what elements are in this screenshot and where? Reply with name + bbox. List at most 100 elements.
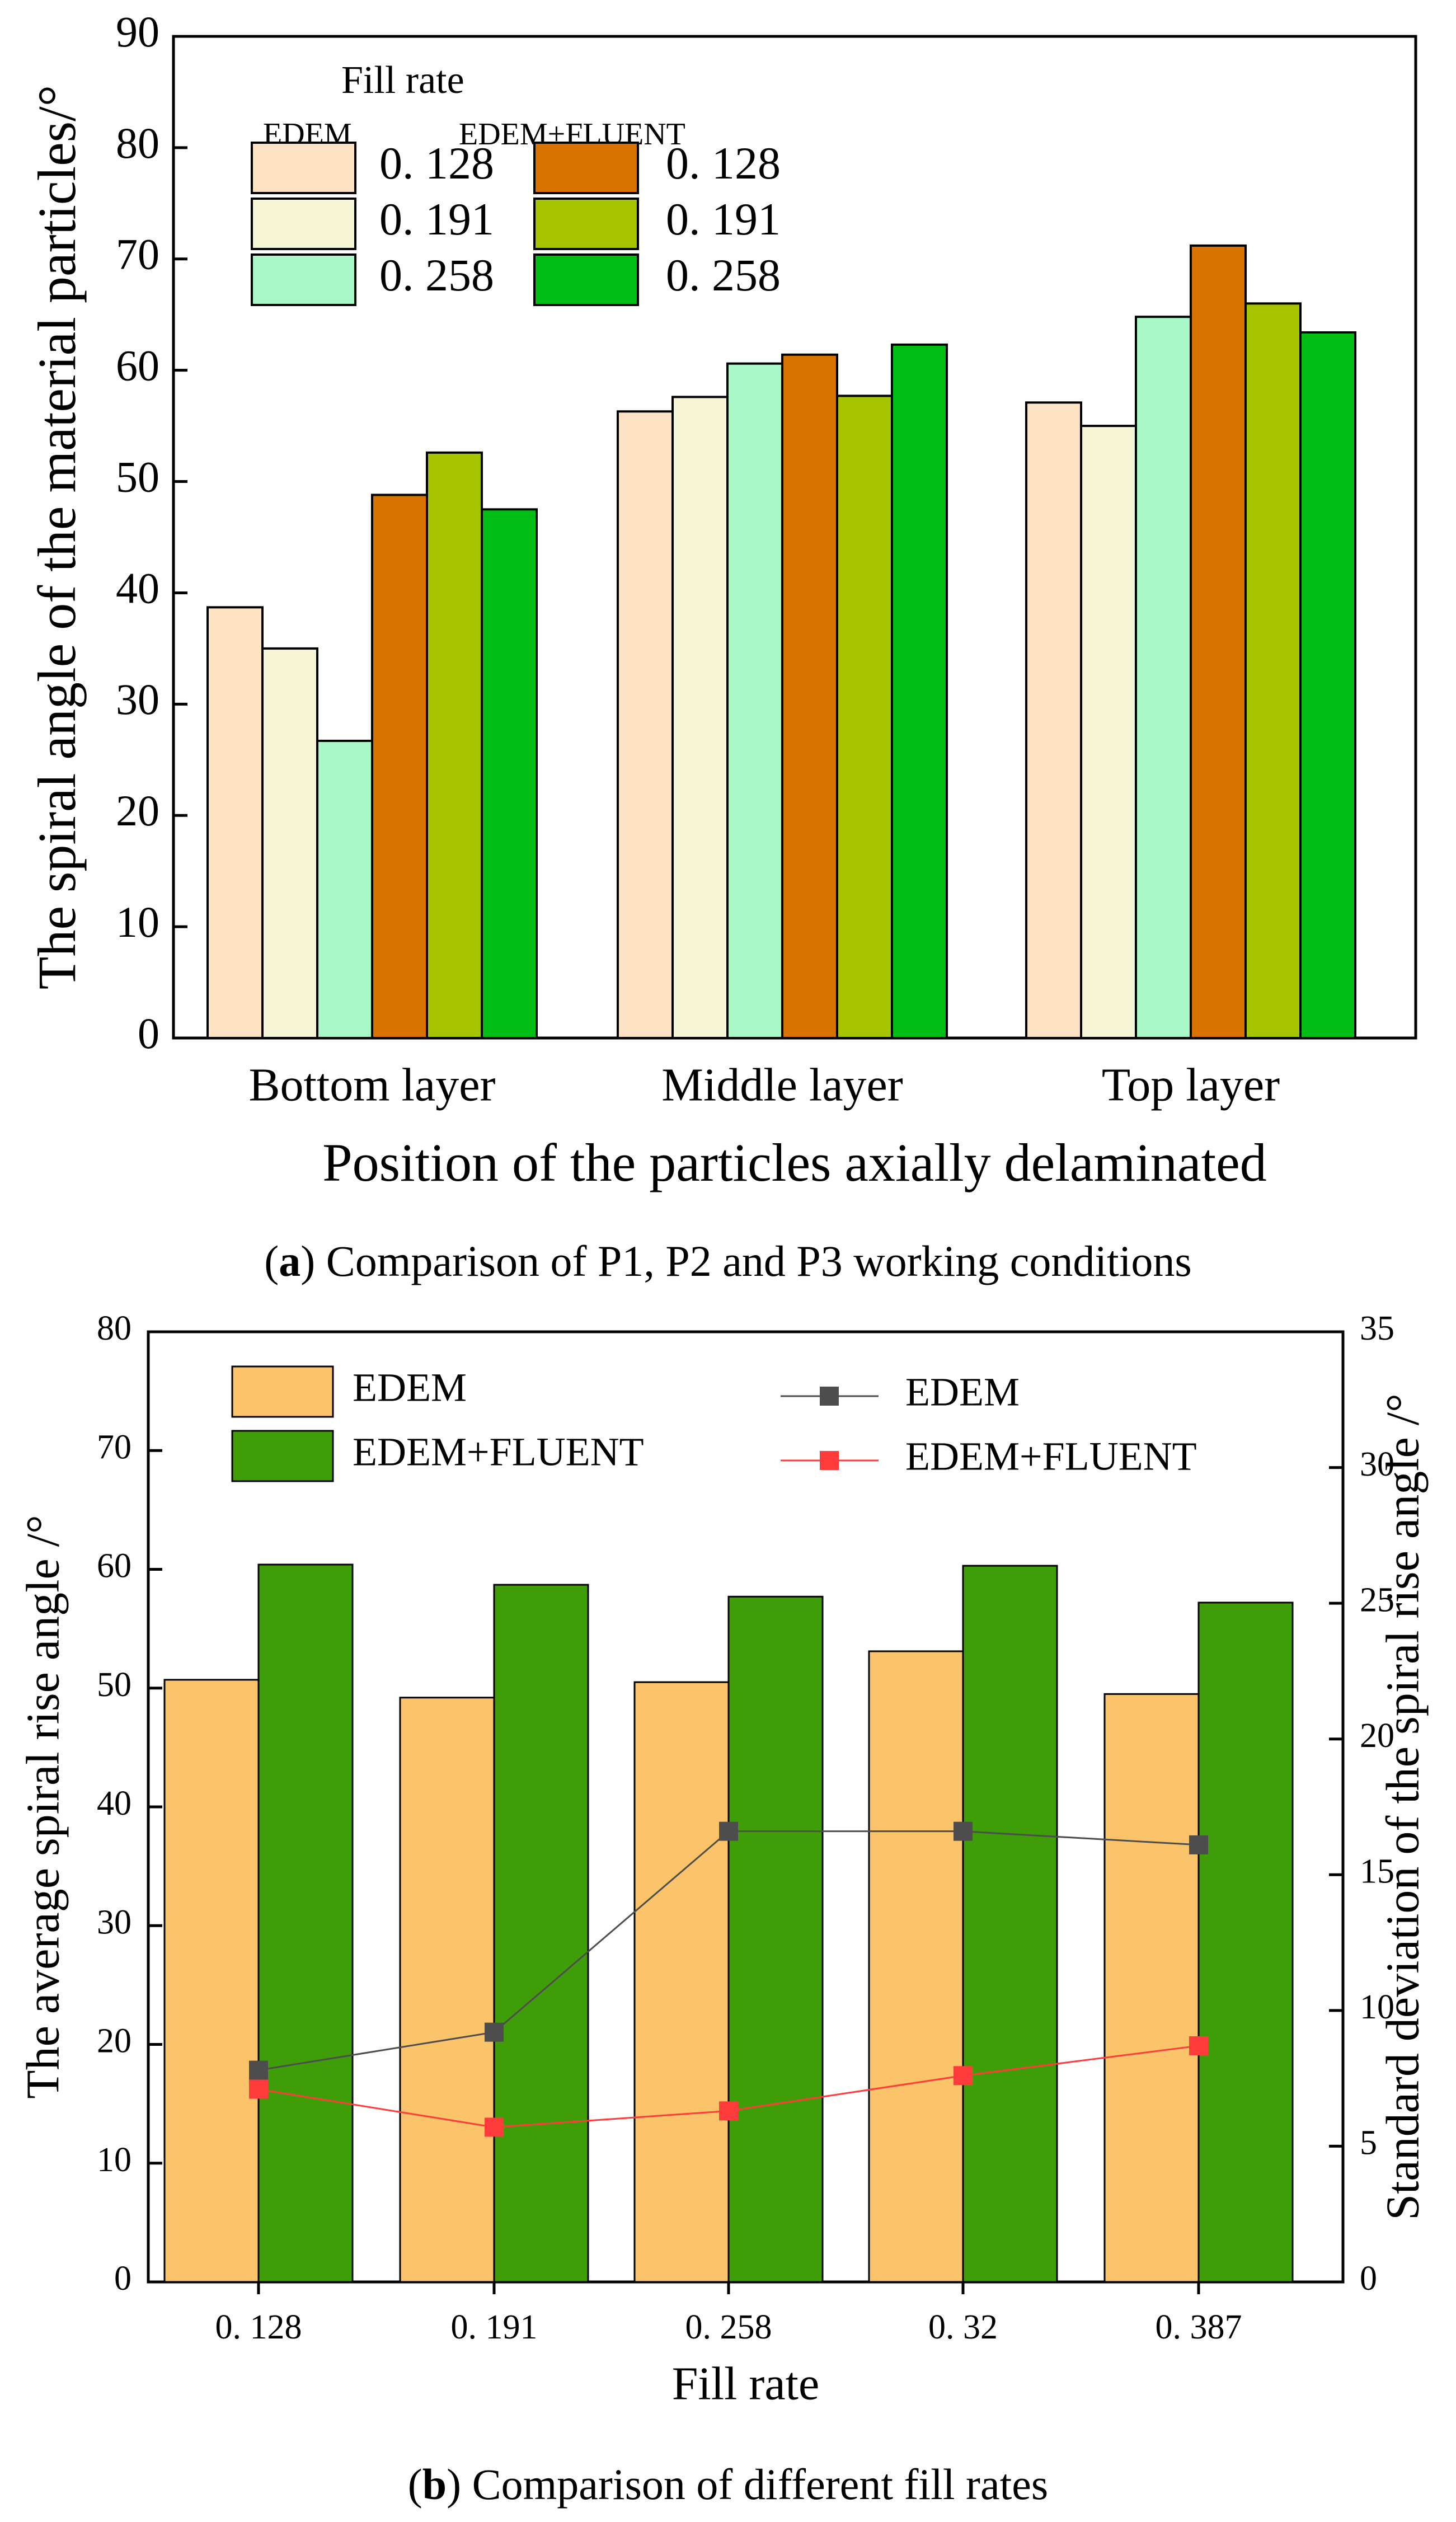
y-tick-label-b: 10 [97,2141,131,2179]
marker-b [485,2117,504,2137]
y-tick-label-b: 80 [97,1309,131,1347]
marker-b [249,2060,268,2080]
y-tick-label-b: 40 [97,1784,131,1823]
legend-label-b: EDEM+FLUENT [905,1434,1197,1479]
y-right-tick-label-b: 10 [1360,1988,1394,2026]
x-tick-label-b: 0. 32 [928,2308,998,2346]
bar-a [1244,302,1302,1039]
y-tick-label-a: 60 [116,341,159,390]
legend-marker-b [820,1387,839,1406]
bar-a [1299,331,1356,1039]
y-right-tick-label-b: 35 [1360,1309,1394,1347]
y-tick-label-b: 50 [97,1666,131,1704]
legend-swatch-b [231,1365,334,1418]
legend-label-a: 0. 191 [666,194,781,245]
bar-a [426,451,483,1039]
marker-b [719,2101,738,2121]
y-tick-label-a: 70 [116,230,159,279]
bar-b [1103,1693,1200,2283]
marker-b [1189,2036,1208,2055]
marker-b [954,1821,973,1841]
legend-swatch-a [533,198,639,250]
y-tick-label-a: 40 [116,563,159,612]
legend-label-b: EDEM+FLUENT [353,1430,644,1474]
caption-a: (a) Comparison of P1, P2 and P3 working … [264,1237,1191,1285]
y-right-tick-label-b: 30 [1360,1445,1394,1483]
bar-b [163,1679,260,2283]
bar-b [399,1697,495,2283]
bar-a [206,606,264,1040]
y-tick-label-a: 0 [138,1009,159,1058]
y-tick-label-b: 0 [114,2260,131,2298]
legend-label-a: 0. 258 [379,250,494,300]
bar-a [371,494,428,1039]
y-right-tick-label-b: 5 [1360,2124,1377,2162]
y-tick-label-b: 70 [97,1428,131,1466]
legend-label-a: 0. 128 [379,138,494,189]
bar-a [1080,425,1137,1039]
legend-label-a: 0. 258 [666,250,781,300]
bar-a [316,739,373,1039]
caption-b: (b) Comparison of different fill rates [408,2460,1048,2509]
legend-swatch-a [533,253,639,306]
bar-b [868,1650,964,2283]
y-right-axis-title-b: Standard deviation of the spiral rise an… [1377,1393,1429,2220]
y-tick-label-a: 80 [116,119,159,167]
bar-a [1025,401,1082,1039]
x-tick-label-a: Bottom layer [249,1059,496,1111]
bar-b [962,1565,1058,2283]
y-tick-label-b: 60 [97,1547,131,1585]
legend-label-b: EDEM [353,1365,467,1410]
legend-label-b: EDEM [905,1370,1020,1415]
marker-b [954,2066,973,2086]
bar-a [781,353,838,1039]
x-axis-title-a: Position of the particles axially delami… [322,1133,1267,1192]
bar-b [1197,1602,1294,2283]
bar-a [1135,316,1192,1040]
x-tick-label-b: 0. 128 [215,2308,302,2346]
y-axis-title-a: The spiral angle of the material particl… [27,85,87,989]
x-tick-label-b: 0. 258 [685,2308,772,2346]
legend-label-a: 0. 191 [379,194,494,245]
y-right-tick-label-b: 15 [1360,1853,1394,1891]
legend-swatch-a [251,253,356,306]
y-tick-label-a: 10 [116,898,159,946]
y-tick-label-a: 30 [116,675,159,724]
marker-b [1189,1835,1208,1854]
y-right-tick-label-b: 0 [1360,2260,1377,2298]
x-tick-label-b: 0. 191 [451,2308,538,2346]
legend-label-a: 0. 128 [666,138,781,189]
bar-a [726,362,783,1040]
bar-a [836,394,893,1039]
y-axis-title-b: The average spiral rise angle /° [17,1515,69,2098]
marker-b [719,1821,738,1841]
legend-swatch-b [231,1430,334,1482]
bar-b [257,1563,354,2283]
x-tick-label-a: Middle layer [661,1059,903,1111]
bar-a [617,410,674,1039]
y-tick-label-a: 50 [116,452,159,501]
legend-swatch-a [533,142,639,194]
legend-swatch-a [251,198,356,250]
marker-b [249,2079,268,2099]
y-tick-label-b: 30 [97,1903,131,1941]
bar-a [891,343,948,1039]
bar-a [261,647,318,1039]
x-tick-label-b: 0. 387 [1156,2308,1242,2346]
bar-a [671,396,729,1039]
marker-b [485,2022,504,2042]
y-tick-label-b: 20 [97,2022,131,2060]
legend-title-a: Fill rate [341,59,464,102]
y-tick-label-a: 20 [116,786,159,835]
y-tick-label-a: 90 [116,7,159,56]
x-tick-label-a: Top layer [1102,1059,1280,1111]
legend-swatch-a [251,142,356,194]
legend-marker-b [820,1451,839,1470]
x-axis-title-b: Fill rate [672,2357,820,2410]
bar-a [481,508,538,1039]
y-right-tick-label-b: 25 [1360,1581,1394,1619]
y-right-tick-label-b: 20 [1360,1717,1394,1755]
bar-b [493,1584,589,2283]
bar-a [1190,244,1247,1039]
